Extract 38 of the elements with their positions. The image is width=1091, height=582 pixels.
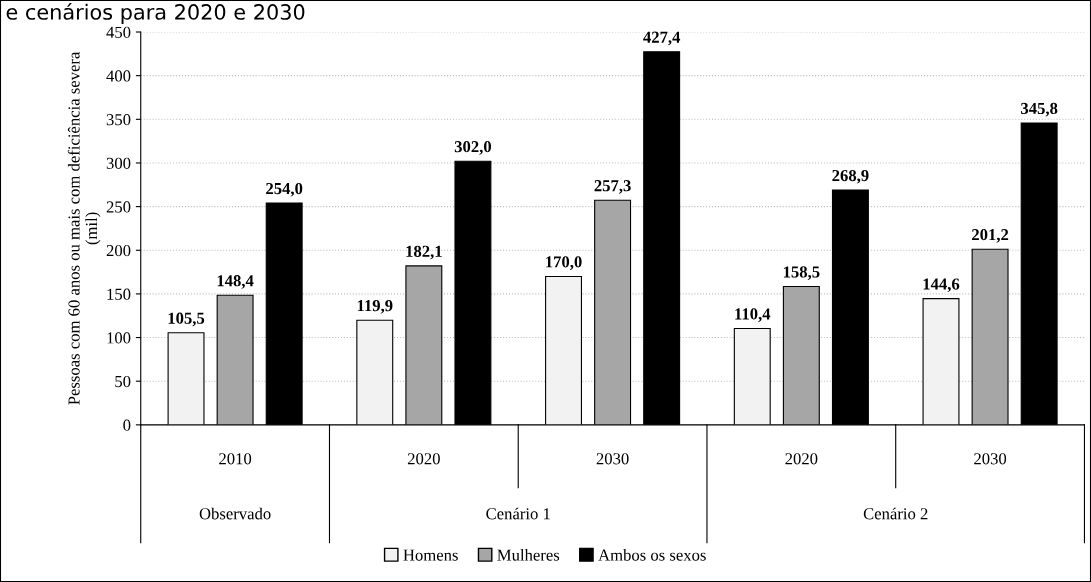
data-label: 201,2 [972,229,1009,243]
data-label: 148,4 [217,275,254,289]
y-tick-label: 350 [106,114,131,126]
x-tick-label: 2010 [219,453,252,465]
legend-label: Ambos os sexos [598,548,706,561]
x-tick-label: 2030 [974,453,1007,465]
data-label: 345,8 [1021,102,1058,117]
y-tick-label: 0 [123,419,131,431]
y-tick-label: 400 [106,70,131,82]
data-label: 302,0 [454,141,492,155]
chart-title: e cenários para 2020 e 2030 [6,2,305,24]
text: Observado [199,507,271,520]
data-label: 105,5 [168,312,205,327]
text: Cenário 1 [486,507,550,520]
y-tick-label: 250 [106,201,131,213]
x-tick-label: 2020 [785,453,818,465]
data-label: 427,4 [643,31,681,46]
data-label: 119,9 [357,300,393,314]
y-tick-label: 450 [106,26,131,38]
y-tick-label: 150 [107,288,131,300]
text: Cenário 2 [863,507,928,520]
data-label: 158,5 [783,266,820,280]
data-label: 170,0 [546,256,582,270]
data-label: 182,1 [406,245,442,260]
x-tick-label: 2030 [596,453,629,465]
y-tick-label: 50 [115,375,131,388]
y-tick-label: 100 [107,332,131,344]
data-label: 257,3 [594,180,631,194]
x-tick-label: 2020 [407,453,440,465]
y-tick-label: 200 [106,244,131,257]
legend-label: Mulheres [497,548,560,561]
y-axis-title: Pessoas com 60 anos ou mais com deficiência severa (mil) [67,51,101,405]
data-label: 110,4 [735,308,771,322]
data-label: 268,9 [832,169,869,184]
legend-label: Homens [403,549,458,561]
data-label: 254,0 [266,182,303,197]
y-tick-label: 300 [106,157,131,169]
data-label: 144,6 [923,278,960,293]
